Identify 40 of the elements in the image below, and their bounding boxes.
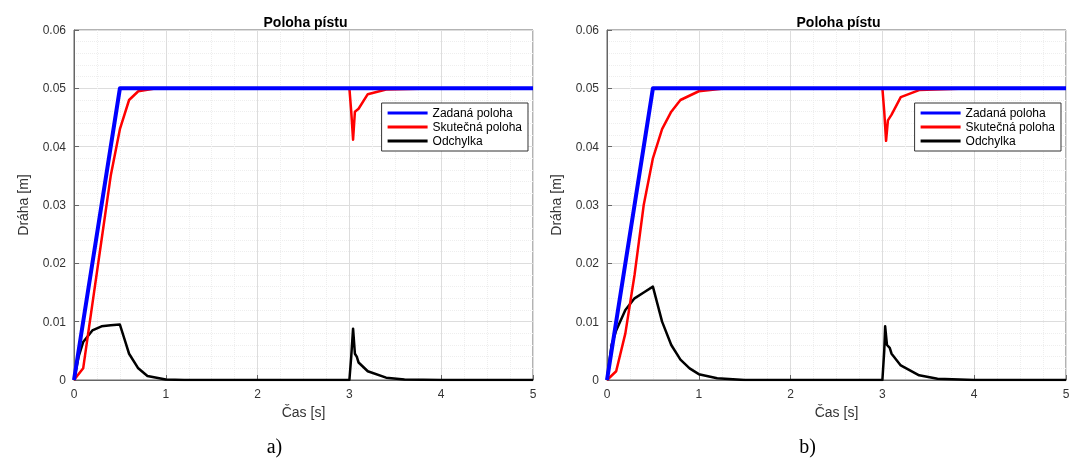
x-tick-label: 5 <box>1062 387 1070 401</box>
text: b) <box>799 435 816 458</box>
y-tick-label: 0.04 <box>575 139 600 154</box>
legend-label: Odchylka <box>965 134 1016 148</box>
y-tick-label: 0.02 <box>575 256 600 271</box>
text: a) <box>266 435 283 458</box>
legend-label: Odchylka <box>432 134 483 148</box>
y-tick-label: 0 <box>59 373 67 387</box>
y-tick-label: 0.02 <box>42 256 67 271</box>
y-tick-label: 0.05 <box>575 81 600 96</box>
legend-label: Zadaná poloha <box>965 106 1046 120</box>
x-tick-label: 0 <box>603 387 611 401</box>
legend-label: Skutečná poloha <box>965 120 1056 134</box>
x-tick-label: 1 <box>162 387 170 401</box>
x-tick-label: 3 <box>879 387 887 401</box>
x-tick-label: 2 <box>787 387 795 401</box>
y-tick-label: 0.05 <box>42 81 67 96</box>
y-axis-title: Dráha [m] <box>15 174 31 236</box>
chart-title: Poloha pístu <box>796 14 881 30</box>
y-tick-label: 0.06 <box>575 23 600 37</box>
y-axis-title: Dráha [m] <box>548 174 564 236</box>
x-tick-label: 1 <box>695 387 703 401</box>
x-tick-label: 5 <box>529 387 537 401</box>
y-tick-label: 0.01 <box>575 314 600 329</box>
y-tick-label: 0.01 <box>42 314 67 329</box>
x-tick-label: 4 <box>437 387 445 401</box>
legend-label: Skutečná poloha <box>432 120 523 134</box>
y-tick-label: 0.03 <box>575 198 600 212</box>
x-tick-label: 4 <box>970 387 978 401</box>
y-tick-label: 0.03 <box>42 198 67 212</box>
chart-title: Poloha pístu <box>263 14 348 30</box>
x-tick-label: 3 <box>346 387 354 401</box>
y-tick-label: 0.06 <box>42 23 67 37</box>
legend-label: Zadaná poloha <box>432 106 513 120</box>
y-tick-label: 0.04 <box>42 139 67 154</box>
x-axis-title: Čas [s] <box>281 403 326 420</box>
x-tick-label: 2 <box>254 387 262 401</box>
x-axis-title: Čas [s] <box>814 403 859 420</box>
y-tick-label: 0 <box>592 373 600 387</box>
x-tick-label: 0 <box>70 387 78 401</box>
